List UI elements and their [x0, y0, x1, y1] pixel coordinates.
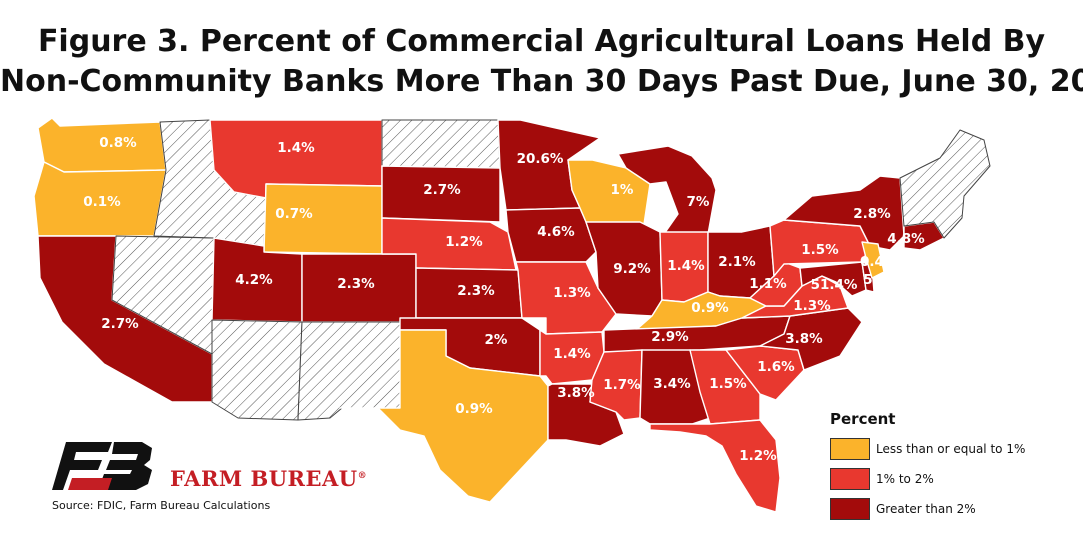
- label-pa: 1.5%: [801, 242, 839, 258]
- state-nd: [381, 119, 501, 169]
- label-ga: 1.5%: [709, 376, 747, 392]
- label-sd: 2.7%: [423, 182, 461, 198]
- legend-label-low: Less than or equal to 1%: [876, 442, 1026, 456]
- label-wi: 1%: [611, 182, 634, 198]
- label-ia: 4.6%: [537, 224, 575, 240]
- label-ne: 1.2%: [445, 234, 483, 250]
- label-ut: 4.2%: [235, 272, 273, 288]
- label-or: 0.1%: [83, 194, 121, 210]
- legend-item-low: Less than or equal to 1%: [830, 438, 1080, 460]
- legend-label-mid: 1% to 2%: [876, 472, 934, 486]
- label-nj: 0.4: [860, 254, 884, 270]
- chart-title: Figure 3. Percent of Commercial Agricult…: [0, 22, 1083, 102]
- label-de: 5: [863, 272, 872, 288]
- state-az: [211, 319, 303, 421]
- label-ms: 1.7%: [603, 377, 641, 393]
- label-wv: 1.1%: [749, 276, 787, 292]
- state-nj: [861, 241, 885, 279]
- state-nc: [759, 307, 863, 371]
- label-md: 51.4%: [811, 277, 858, 293]
- title-line-1: Figure 3. Percent of Commercial Agricult…: [37, 24, 1046, 59]
- region-new-england: [899, 129, 991, 239]
- label-mn: 20.6%: [517, 151, 564, 167]
- label-nc: 3.8%: [785, 331, 823, 347]
- title-line-2: Non-Community Banks More Than 30 Days Pa…: [0, 64, 1083, 99]
- state-nm: [297, 321, 401, 421]
- label-ct: 4.8%: [887, 231, 925, 247]
- label-mt: 1.4%: [277, 140, 315, 156]
- label-wa: 0.8%: [99, 135, 137, 151]
- label-oh: 2.1%: [718, 254, 756, 270]
- label-tx: 0.9%: [455, 401, 493, 417]
- farm-bureau-logo-icon: [52, 442, 152, 490]
- label-al: 3.4%: [653, 376, 691, 392]
- label-tn: 2.9%: [651, 329, 689, 345]
- label-ny: 2.8%: [853, 206, 891, 222]
- label-mo: 1.3%: [553, 285, 591, 301]
- legend-item-high: Greater than 2%: [830, 498, 1080, 520]
- legend-label-high: Greater than 2%: [876, 502, 976, 516]
- legend-swatch-high: [830, 498, 870, 520]
- label-ar: 1.4%: [553, 346, 591, 362]
- label-in: 1.4%: [667, 258, 705, 274]
- label-wy: 0.7%: [275, 206, 313, 222]
- label-mi: 7%: [687, 194, 710, 210]
- label-ca: 2.7%: [101, 316, 139, 332]
- state-sd: [381, 165, 501, 223]
- label-fl: 1.2%: [739, 448, 777, 464]
- label-sc: 1.6%: [757, 359, 795, 375]
- legend: Percent Less than or equal to 1% 1% to 2…: [830, 410, 1080, 528]
- label-ky: 0.9%: [691, 300, 729, 316]
- brand-name: FARM BUREAU: [170, 466, 358, 491]
- legend-item-mid: 1% to 2%: [830, 468, 1080, 490]
- label-co: 2.3%: [337, 276, 375, 292]
- label-ks: 2.3%: [457, 283, 495, 299]
- legend-swatch-mid: [830, 468, 870, 490]
- label-il: 9.2%: [613, 261, 651, 277]
- farm-bureau-wordmark: FARM BUREAU®: [170, 466, 367, 491]
- legend-swatch-low: [830, 438, 870, 460]
- label-ok: 2%: [485, 332, 508, 348]
- state-fl: [649, 419, 781, 513]
- state-tx: [339, 329, 549, 503]
- legend-title: Percent: [830, 410, 896, 428]
- source-note: Source: FDIC, Farm Bureau Calculations: [52, 499, 271, 512]
- brand-mark: ®: [357, 471, 368, 481]
- label-va: 1.3%: [793, 298, 831, 314]
- label-la: 3.8%: [557, 385, 595, 401]
